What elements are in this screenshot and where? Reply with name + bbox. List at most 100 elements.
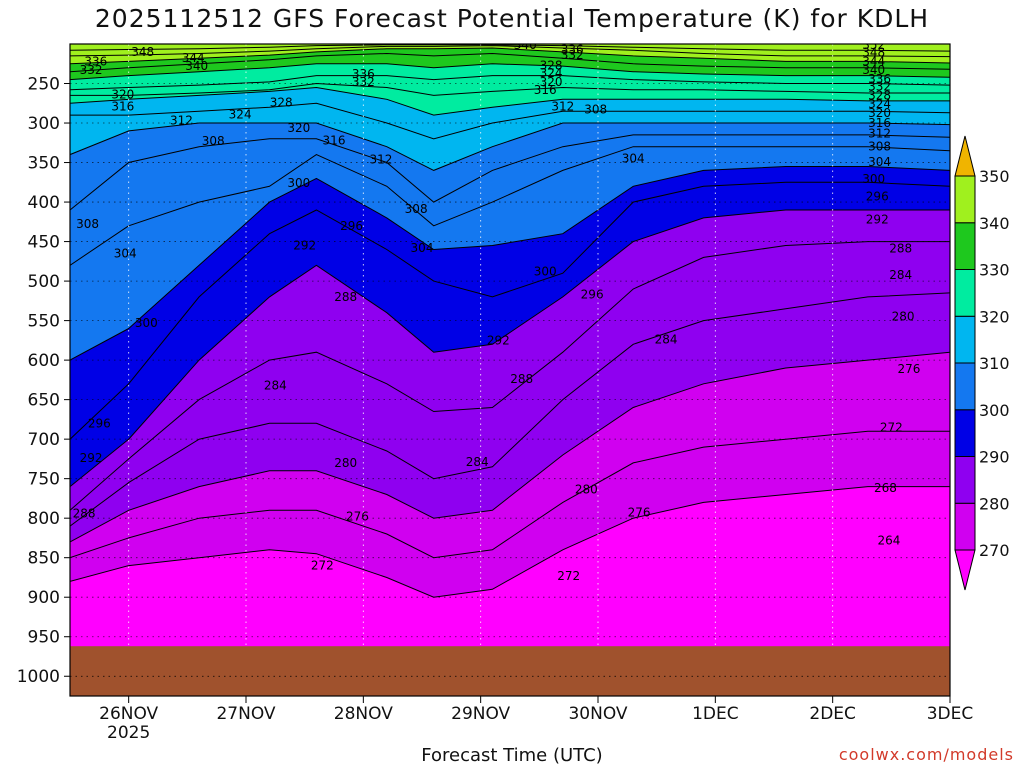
contour-label-272-69: 272: [311, 559, 334, 573]
contour-label-280-71: 280: [575, 483, 598, 497]
contour-label-328-14: 328: [540, 58, 563, 72]
y-tick-label-700: 700: [28, 430, 60, 450]
contour-label-344-10: 344: [862, 54, 885, 68]
contour-label-304-50: 304: [622, 152, 645, 166]
pressure-axis: 250 300 350 400 450 500 550 600 650 700 750 800 850 9…: [17, 75, 70, 687]
y-tick-label-350: 350: [28, 154, 60, 174]
contour-label-300-29: 300: [862, 172, 885, 186]
band-320: [70, 83, 950, 116]
isentrope-348: [70, 44, 950, 52]
x-tick-label-28NOV: 28NOV: [334, 704, 393, 724]
contour-label-336-6: 336: [561, 43, 584, 57]
contour-label-284-33: 284: [889, 268, 912, 282]
y-tick-label-450: 450: [28, 233, 60, 253]
y-tick-label-900: 900: [28, 588, 60, 608]
isentrope-300: [70, 166, 950, 361]
band-312: [70, 103, 950, 171]
contour-label-340-2: 340: [185, 59, 208, 73]
contour-label-304-28: 304: [868, 155, 891, 169]
contour-label-292-64: 292: [293, 239, 316, 253]
band-280: [70, 292, 950, 542]
x-tick-label-29NOV: 29NOV: [451, 704, 510, 724]
isentrope-328: [70, 75, 950, 91]
contour-label-284-70: 284: [466, 455, 489, 469]
contour-label-292-60: 292: [80, 451, 103, 465]
band-348: [70, 44, 950, 52]
contour-label-336-3: 336: [84, 54, 107, 68]
colorbar-segment-320: [954, 269, 976, 317]
colorbar-label-280: 280: [979, 494, 1010, 513]
contour-label-344-1: 344: [182, 51, 205, 65]
y-tick-label-500: 500: [28, 272, 60, 292]
band-344: [70, 44, 950, 57]
contour-label-288-61: 288: [73, 506, 96, 520]
contour-label-312-26: 312: [868, 126, 891, 140]
colorbar-segment-280: [954, 456, 976, 504]
x-tick-label-27NOV: 27NOV: [216, 704, 275, 724]
contour-label-312-18: 312: [551, 99, 574, 113]
contour-label-316-40: 316: [111, 99, 134, 113]
band-328: [70, 63, 950, 90]
isentrope-324: [70, 82, 950, 96]
colorbar-top-arrow: [954, 135, 976, 177]
contour-label-336-20: 336: [868, 72, 891, 86]
contour-label-348-9: 348: [862, 46, 885, 60]
chart-title: 2025112512 GFS Forecast Potential Temper…: [94, 4, 930, 33]
isentrope-316: [70, 102, 950, 140]
isentrope-308: [70, 134, 950, 211]
x-tick-label-2DEC: 2DEC: [809, 704, 856, 724]
contour-label-308-46: 308: [202, 134, 225, 148]
band-272: [70, 431, 950, 598]
contour-label-288-65: 288: [334, 290, 357, 304]
y-tick-label-750: 750: [28, 470, 60, 490]
y-tick-label-950: 950: [28, 628, 60, 648]
contour-label-308-48: 308: [405, 202, 428, 216]
contour-label-284-55: 284: [655, 333, 678, 347]
y-tick-label-850: 850: [28, 549, 60, 569]
contour-label-352-8: 352: [862, 38, 885, 52]
y-tick-label-600: 600: [28, 351, 60, 371]
y-tick-label-400: 400: [28, 193, 60, 213]
band-324: [70, 75, 950, 96]
band-284: [70, 241, 950, 527]
isentrope-332: [70, 63, 950, 81]
colorbar-label-310: 310: [979, 354, 1010, 373]
contour-label-312-47: 312: [369, 152, 392, 166]
contour-label-284-66: 284: [264, 378, 287, 392]
contour-label-300-58: 300: [135, 316, 158, 330]
colorbar-segment-270: [954, 502, 976, 551]
contour-label-276-68: 276: [346, 510, 369, 524]
band-308: [70, 123, 950, 210]
contour-label-296-59: 296: [88, 416, 111, 430]
contour-label-300-62: 300: [287, 176, 310, 190]
contour-label-280-67: 280: [334, 456, 357, 470]
contour-label-320-24: 320: [868, 106, 891, 120]
contour-label-332-4: 332: [80, 63, 103, 77]
isentrope-284: [70, 292, 950, 527]
contour-label-292-31: 292: [866, 212, 889, 226]
contour-label-276-35: 276: [897, 362, 920, 376]
colorbar-label-350: 350: [979, 167, 1010, 186]
isentrope-340: [70, 47, 950, 65]
colorbar-segment-310: [954, 315, 976, 364]
y-tick-label-550: 550: [28, 312, 60, 332]
contour-label-272-36: 272: [880, 420, 903, 434]
band-276: [70, 352, 950, 558]
contour-label-320-39: 320: [111, 88, 134, 102]
colorbar-label-320: 320: [979, 307, 1010, 326]
contour-label-340-5: 340: [514, 38, 537, 52]
band-304: [70, 134, 950, 266]
contour-label-288-54: 288: [510, 372, 533, 386]
contour-label-320-43: 320: [287, 121, 310, 135]
contour-label-272-73: 272: [557, 569, 580, 583]
contour-label-296-52: 296: [581, 288, 604, 302]
isentrope-344: [70, 45, 950, 58]
contour-label-336-12: 336: [352, 67, 375, 81]
contour-label-328-41: 328: [270, 95, 293, 109]
isentrope-304: [70, 146, 950, 266]
contour-label-264-38: 264: [878, 533, 901, 547]
contour-label-308-19: 308: [584, 103, 607, 117]
